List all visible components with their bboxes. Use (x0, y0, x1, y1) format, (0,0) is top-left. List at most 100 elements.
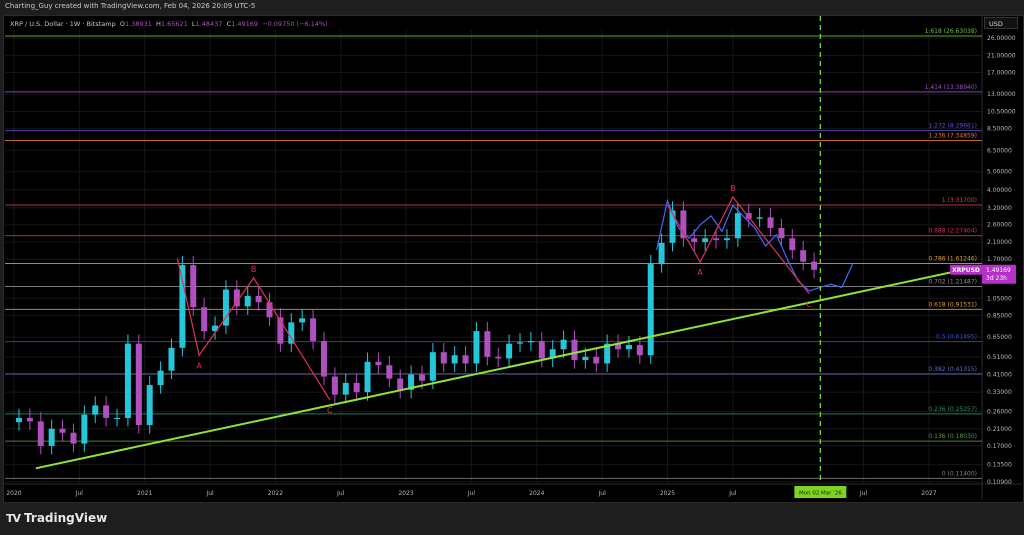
price-axis-tick: 0.17000 (987, 443, 1012, 450)
price-axis-tick: 0.33000 (987, 389, 1012, 396)
open-value: 1.38931 (124, 20, 152, 28)
candle-body (647, 264, 654, 356)
candle-body (462, 355, 469, 364)
candle-body (767, 217, 774, 228)
time-axis-tick: 2023 (398, 490, 413, 497)
candle-body (266, 302, 273, 318)
time-axis-tick: Jul (336, 490, 345, 497)
price-axis-tick: 6.50000 (987, 147, 1012, 154)
candle-body (756, 217, 763, 219)
candle-body (658, 242, 665, 265)
time-axis-tick: Jul (859, 490, 868, 497)
candle-body (114, 417, 121, 419)
price-axis-tick: 5.00000 (987, 169, 1012, 176)
abc-wave-label: C (806, 300, 812, 309)
candle-body (124, 343, 131, 418)
candle-body (397, 378, 404, 390)
brand-name: TradingView (24, 511, 108, 525)
candle-body (691, 238, 698, 243)
candle-body (789, 238, 796, 251)
candle-body (506, 343, 513, 359)
candle-body (157, 370, 164, 386)
fib-level-label: 1 (3.31700) (942, 197, 977, 204)
candle-body (560, 339, 567, 350)
price-axis-tick: 0.41000 (987, 372, 1012, 379)
candle-body (48, 428, 55, 446)
candle-body (527, 341, 534, 343)
candle-body (604, 343, 611, 364)
candle-body (702, 238, 709, 243)
candle-body (201, 307, 208, 332)
price-axis-tick: 0.51000 (987, 354, 1012, 361)
abc-wave-label: B (251, 265, 257, 274)
candle-body (331, 376, 338, 395)
fib-level-label: 0.702 (1.21487) (928, 278, 977, 285)
price-axis-tick: 1.05000 (987, 295, 1012, 302)
candle-body (593, 356, 600, 364)
price-axis-tick: 0.21000 (987, 426, 1012, 433)
chart-credit: Charting_Guy created with TradingView.co… (5, 2, 256, 10)
symbol-title: XRP / U.S. Dollar · 1W · Bitstamp (10, 20, 116, 28)
date-marker-label: Mon 02 Mar '26 (799, 491, 842, 497)
candle-body (495, 356, 502, 359)
candle-body (92, 405, 99, 415)
time-axis-tick: Jul (598, 490, 607, 497)
candle-body (135, 343, 142, 426)
fib-level-label: 0.786 (1.61246) (928, 255, 977, 262)
candle-body (342, 382, 349, 395)
candle-body (277, 317, 284, 344)
price-axis-tick: 0.26000 (987, 408, 1012, 415)
price-axis-tick: 3.20000 (987, 205, 1012, 212)
candle-body (538, 341, 545, 359)
currency-button[interactable]: USD (984, 17, 1018, 29)
time-axis-tick: 2027 (921, 490, 936, 497)
candle-body (734, 213, 741, 239)
candle-body (81, 414, 88, 444)
candle-body (103, 405, 110, 418)
fib-level-label: 0.5 (0.61495) (936, 334, 977, 341)
price-axis-tick: 8.50000 (987, 126, 1012, 133)
candle-body (320, 341, 327, 377)
candle-body (288, 322, 295, 344)
price-axis-tick: 13.00000 (987, 91, 1016, 98)
candle-body (680, 210, 687, 239)
bar-countdown: 3d 23h (986, 275, 1007, 282)
candle-body (713, 238, 720, 241)
price-axis-tick: 21.00000 (987, 52, 1016, 59)
candle-body (669, 210, 676, 243)
candle-body (408, 374, 415, 390)
candle-body (484, 331, 491, 357)
symbol-badge-label: XRPUSD (952, 267, 980, 274)
change-value: −0.09750 (−6.14%) (262, 20, 328, 28)
candle-body (16, 417, 22, 423)
price-axis-tick: 17.00000 (987, 69, 1016, 76)
candle-body (244, 295, 251, 307)
candle-body (549, 349, 556, 359)
low-value: 1.48437 (195, 20, 223, 28)
tradingview-logo: 𝗧𝗩 TradingView (6, 511, 107, 525)
time-axis-tick: 2025 (660, 490, 675, 497)
price-axis-tick: 0.13500 (987, 462, 1012, 469)
fib-level-label: 0.618 (0.91531) (928, 301, 977, 308)
candle-body (190, 265, 197, 308)
candle-body (59, 428, 66, 433)
time-axis-tick: 2020 (6, 490, 21, 497)
candle-body (636, 345, 643, 356)
fib-level-label: 0.136 (0.18030) (928, 433, 977, 440)
price-axis-tick: 1.70000 (987, 256, 1012, 263)
last-price-value: 1.49169 (986, 267, 1011, 274)
fib-level-label: 0.236 (0.25257) (928, 406, 977, 413)
candle-body (723, 238, 730, 241)
fractal-projection-line (656, 198, 854, 292)
candle-body (37, 421, 44, 446)
date-marker-badge (794, 486, 847, 498)
tradingview-logo-icon: 𝗧𝗩 (6, 511, 21, 525)
last-price-badge (982, 264, 1016, 284)
candle-body (26, 417, 33, 422)
symbol-badge (950, 264, 982, 275)
price-axis-tick: 0.10900 (987, 479, 1012, 486)
candle-body (299, 318, 306, 323)
candle-body (255, 295, 262, 303)
candle-body (375, 361, 382, 366)
